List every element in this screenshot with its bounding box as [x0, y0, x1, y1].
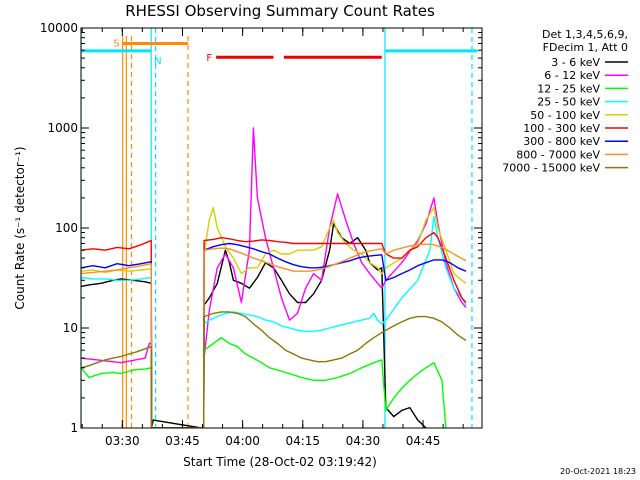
- y-tick-label: 1: [70, 421, 78, 435]
- series-line-12-25-kev: [81, 337, 447, 428]
- annotation-layer: S N F: [81, 28, 478, 428]
- night-label: N: [154, 56, 161, 67]
- y-tick-label: 1000: [47, 121, 78, 135]
- chart-title: RHESSI Observing Summary Count Rates: [125, 2, 435, 20]
- legend-entry-label: 300 - 800 keV: [523, 135, 600, 148]
- x-tick-label: 03:45: [165, 434, 200, 448]
- legend: Det 1,3,4,5,6,9,FDecim 1, Att 0 3 - 6 keV…: [502, 28, 628, 175]
- series-line-25-50-kev: [81, 215, 467, 428]
- legend-entry-label: 50 - 100 keV: [530, 109, 600, 122]
- y-axis-label: Count Rate (s⁻¹ detector⁻¹): [13, 146, 27, 309]
- series-line-300-800-kev: [81, 242, 467, 428]
- series-line-7000-15000-kev: [81, 311, 467, 428]
- series-line-100-300-kev: [81, 231, 467, 428]
- legend-entry-label: 800 - 7000 keV: [516, 148, 600, 161]
- legend-header-line: Det 1,3,4,5,6,9,: [542, 28, 628, 41]
- legend-entry-label: 7000 - 15000 keV: [502, 162, 600, 175]
- x-axis-label: Start Time (28-Oct-02 03:19:42): [183, 455, 377, 469]
- y-tick-label: 10000: [40, 21, 78, 35]
- x-tick-label: 04:15: [285, 434, 320, 448]
- saa-label: S: [113, 38, 119, 49]
- legend-entry-label: 100 - 300 keV: [523, 122, 600, 135]
- y-tick-label: 10: [63, 321, 78, 335]
- legend-entry-label: 6 - 12 keV: [544, 69, 600, 82]
- x-tick-label: 03:30: [105, 434, 140, 448]
- legend-entry-label: 25 - 50 keV: [537, 96, 600, 109]
- y-tick-label: 100: [55, 221, 78, 235]
- legend-entry-label: 12 - 25 keV: [537, 82, 600, 95]
- series-line-800-7000-kev: [81, 243, 467, 428]
- series-layer: [81, 127, 467, 428]
- legend-header-line: FDecim 1, Att 0: [543, 41, 628, 54]
- x-tick-label: 04:30: [346, 434, 381, 448]
- footer-date: 20-Oct-2021 18:23: [560, 467, 636, 476]
- x-axis: 03:30 03:45 04:00 04:15 04:30 04:45: [81, 28, 464, 448]
- plot-area: S N F: [81, 28, 478, 428]
- legend-entry-label: 3 - 6 keV: [551, 56, 600, 69]
- x-tick-label: 04:45: [406, 434, 441, 448]
- flare-label: F: [206, 53, 212, 64]
- x-tick-label: 04:00: [225, 434, 260, 448]
- y-axis: 1 10 100 1000 10000: [40, 21, 482, 435]
